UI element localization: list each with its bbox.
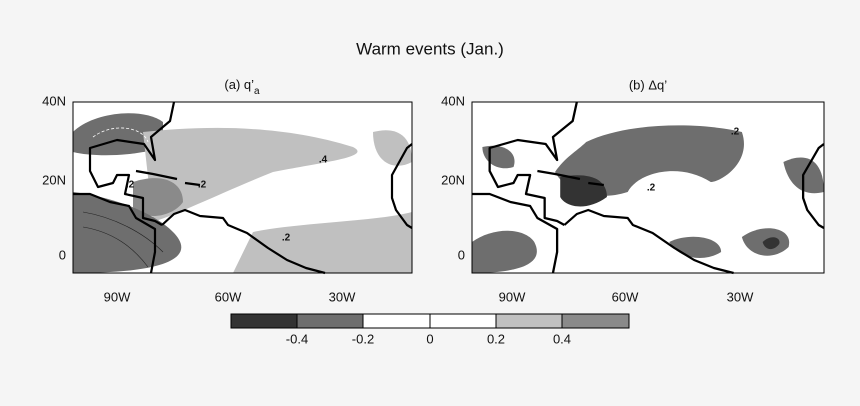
y-tick-label: 20N [441, 172, 465, 187]
panel-a-map [71, 100, 414, 275]
colorbar-label: 0 [426, 331, 433, 346]
y-tick-label: 0 [458, 247, 465, 262]
contour-label: .2 [731, 127, 740, 138]
contour-label: .2 [647, 183, 656, 194]
x-tick-label: 90W [104, 289, 131, 304]
panel-a-title-sub: a [254, 86, 260, 97]
x-tick-label: 30W [727, 289, 754, 304]
y-tick-label: 0 [59, 247, 66, 262]
colorbar [230, 313, 630, 329]
colorbar-label: 0.2 [487, 331, 505, 346]
panel-b-map [470, 100, 826, 275]
contour-label: .2 [126, 180, 135, 191]
panel-a-title: (a) q’a [224, 77, 260, 96]
contour-label: .2 [198, 180, 207, 191]
y-tick-label: 40N [42, 93, 66, 108]
x-tick-label: 60W [612, 289, 639, 304]
x-tick-label: 90W [499, 289, 526, 304]
panel-b-title: (b) Δq’ [629, 77, 667, 92]
colorbar-label: -0.2 [352, 331, 374, 346]
panel-a-title-main: (a) q’ [224, 77, 254, 92]
contour-label: .4 [319, 155, 328, 166]
x-tick-label: 60W [215, 289, 242, 304]
figure-title: Warm events (Jan.) [356, 39, 504, 58]
y-tick-label: 40N [441, 93, 465, 108]
colorbar-label: 0.4 [553, 331, 571, 346]
colorbar-label: -0.4 [286, 331, 308, 346]
contour-label: .2 [282, 233, 291, 244]
x-tick-label: 30W [329, 289, 356, 304]
y-tick-label: 20N [42, 172, 66, 187]
